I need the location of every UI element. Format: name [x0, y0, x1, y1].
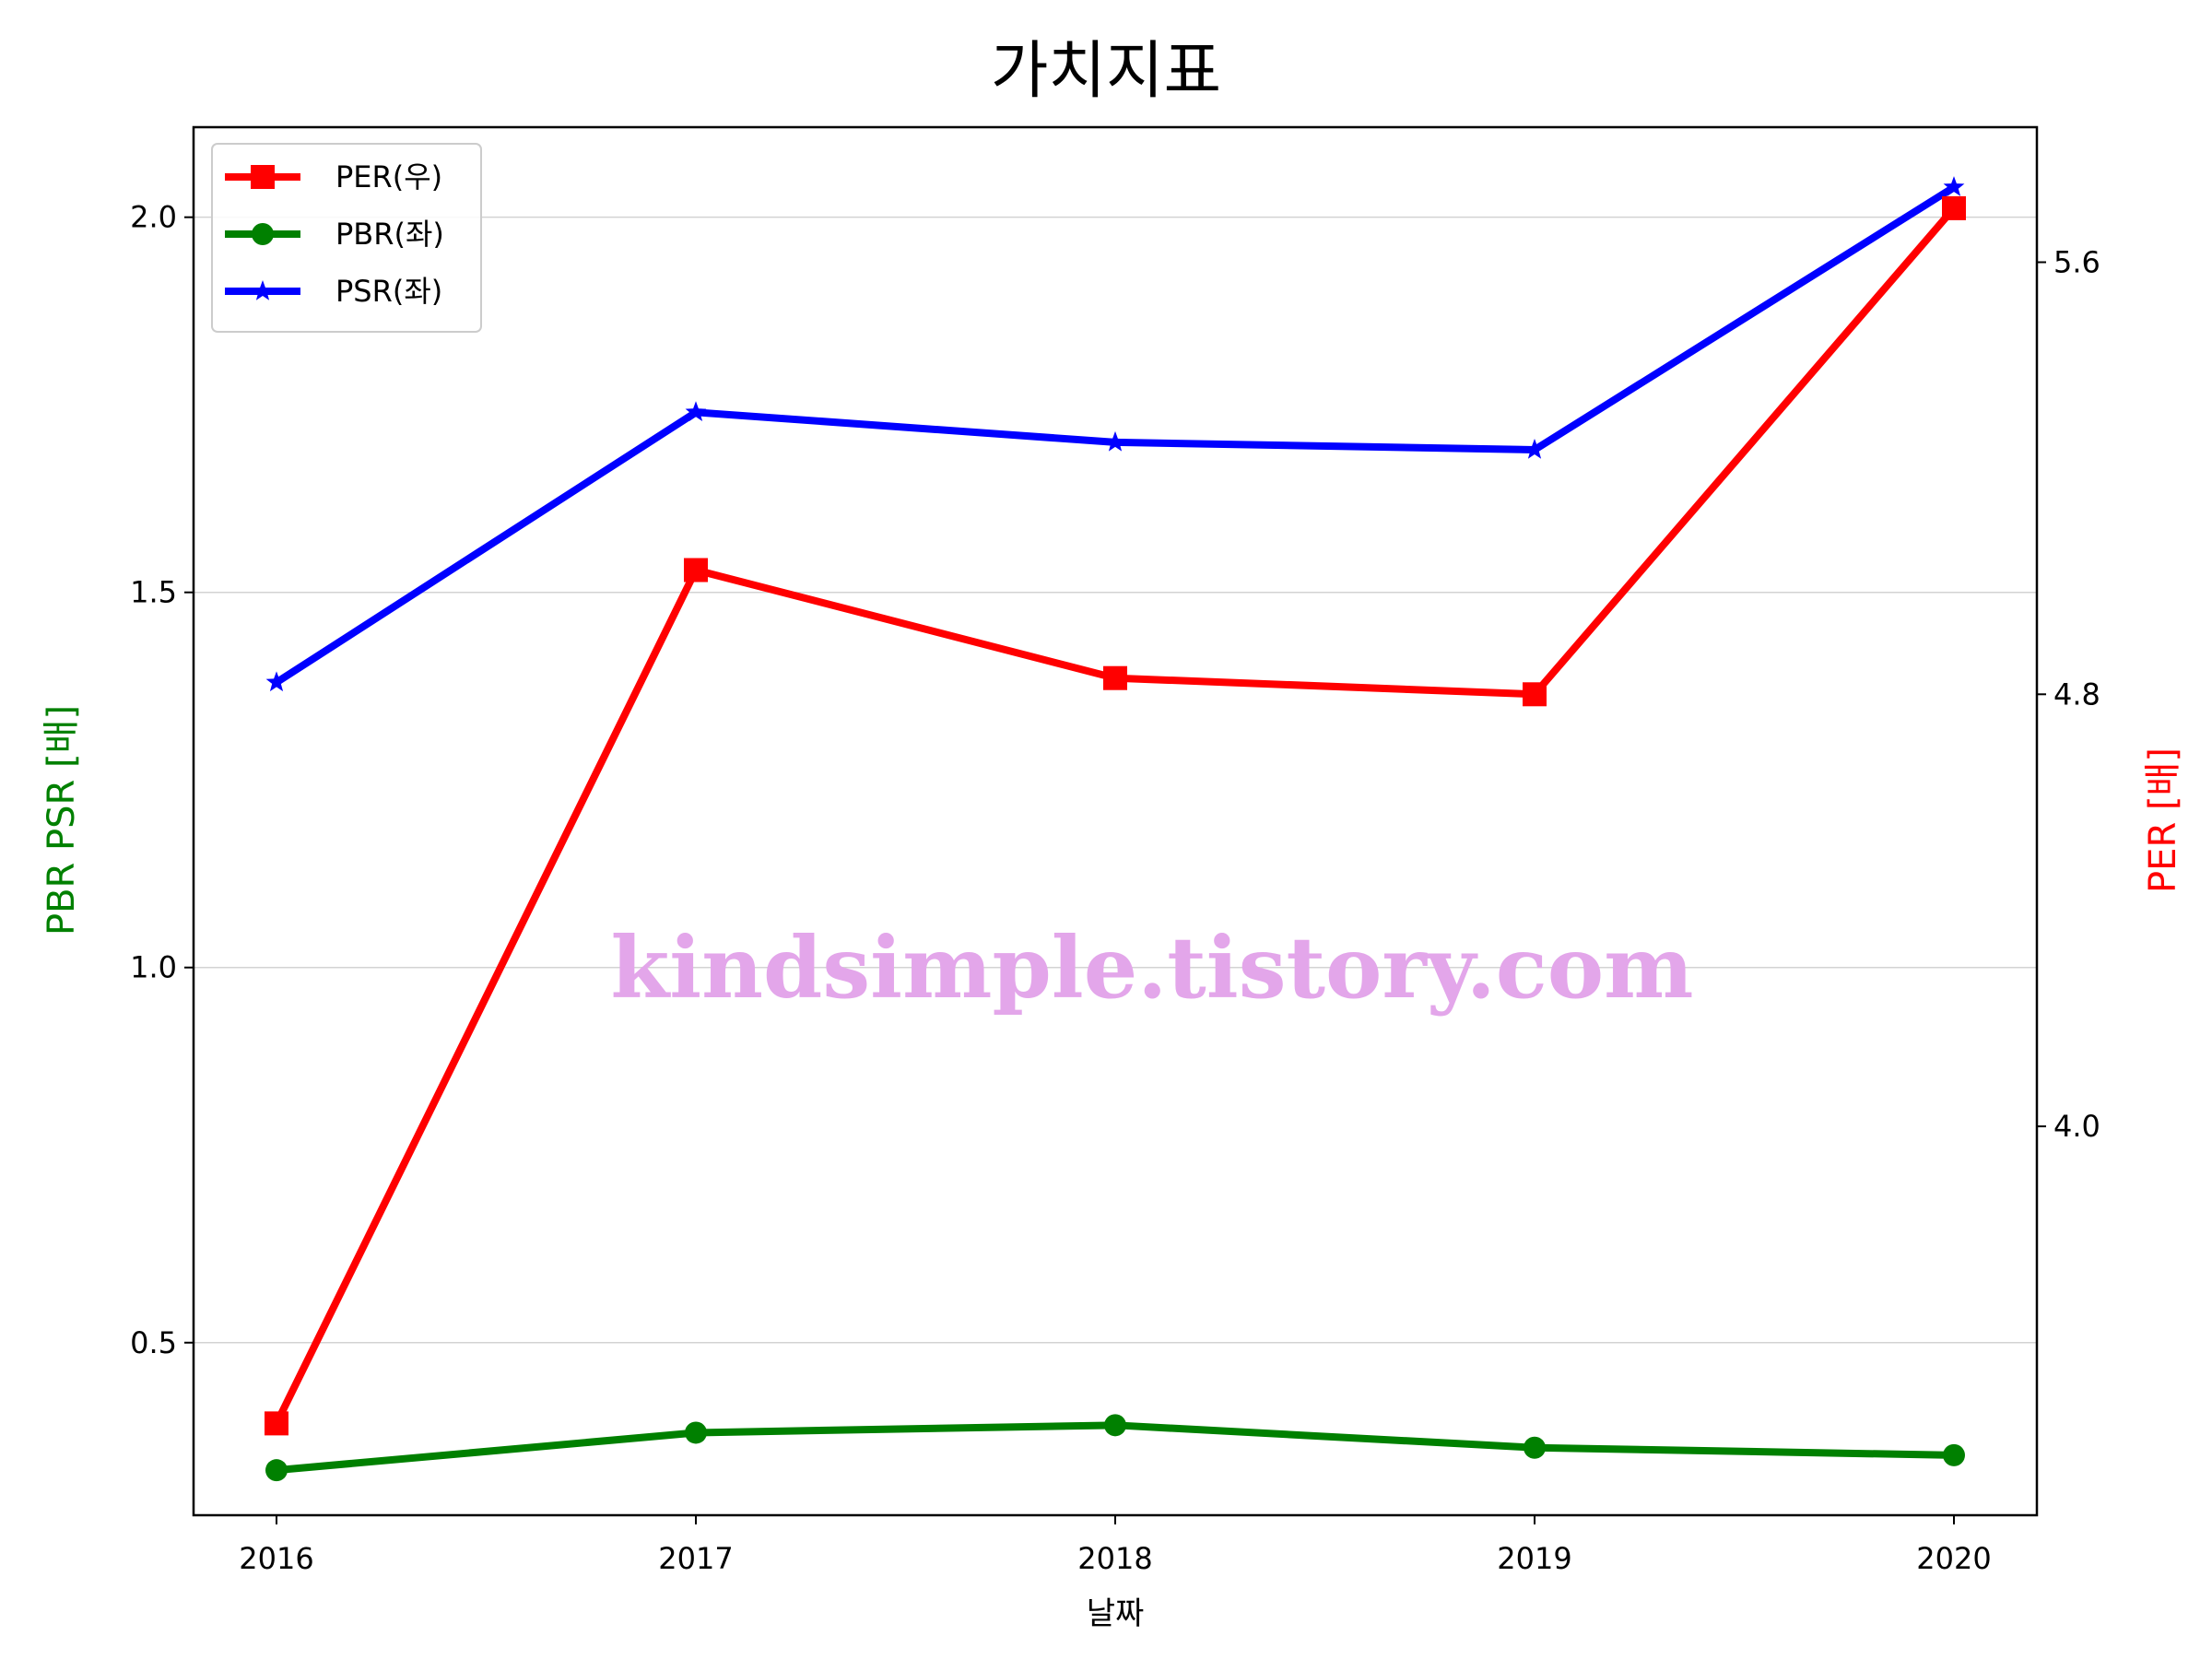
per-point — [1942, 195, 1966, 220]
per-point — [1523, 682, 1547, 707]
legend-marker-pbr — [252, 223, 274, 245]
watermark-text: kindsimple.tistory.com — [610, 918, 1693, 1018]
x-tick-label: 2018 — [1077, 1541, 1152, 1576]
psr-point — [1524, 439, 1546, 459]
psr-point — [265, 671, 288, 692]
psr-point — [1943, 176, 1965, 196]
per-line — [273, 204, 1958, 1428]
legend-marker-psr — [252, 280, 274, 300]
x-axis-ticks: 2016 2017 2018 2019 2020 — [239, 1515, 1992, 1576]
left-y-tick-label: 1.5 — [130, 575, 177, 610]
pbr-point — [1524, 1436, 1546, 1459]
plot-frame — [192, 125, 2039, 1517]
pbr-point — [265, 1459, 288, 1482]
right-y-tick-label: 5.6 — [2053, 244, 2100, 279]
left-y-tick-label: 2.0 — [130, 200, 177, 235]
right-y-axis-ticks: 4.0 4.8 5.6 — [2037, 244, 2100, 1144]
legend-label-per: PER(우) — [335, 159, 442, 194]
series-pbr — [265, 1414, 1965, 1482]
legend-marker-per — [251, 165, 275, 189]
x-tick-label: 2017 — [658, 1541, 733, 1576]
left-y-axis-label: PBR PSR [배] — [41, 705, 83, 935]
left-y-axis-ticks: 0.5 1.0 1.5 2.0 — [130, 200, 194, 1360]
psr-point — [685, 401, 707, 421]
chart-title: 가치지표 — [991, 35, 1221, 108]
pbr-point — [1943, 1443, 1965, 1466]
series-per — [265, 195, 1966, 1436]
per-point — [684, 558, 708, 582]
legend: PER(우) PBR(좌) PSR(좌) — [211, 143, 482, 333]
right-y-tick-label: 4.8 — [2053, 677, 2100, 712]
x-tick-label: 2019 — [1497, 1541, 1571, 1576]
x-tick-label: 2016 — [239, 1541, 313, 1576]
per-point — [265, 1411, 288, 1436]
x-axis-label: 날짜 — [1087, 1595, 1145, 1632]
left-y-tick-label: 0.5 — [130, 1325, 177, 1360]
right-y-tick-label: 4.0 — [2053, 1109, 2100, 1144]
x-tick-label: 2020 — [1916, 1541, 1991, 1576]
series-layer — [265, 176, 1966, 1482]
legend-label-psr: PSR(좌) — [335, 274, 442, 309]
right-y-axis-label: PER [배] — [2142, 747, 2184, 893]
grid-lines — [194, 216, 2037, 1344]
left-y-tick-label: 1.0 — [130, 950, 177, 985]
psr-point — [1104, 430, 1126, 452]
series-psr — [265, 176, 1965, 692]
legend-box — [211, 143, 482, 333]
pbr-point — [1104, 1414, 1126, 1437]
per-point — [1103, 665, 1127, 690]
legend-label-pbr: PBR(좌) — [335, 217, 444, 252]
pbr-point — [685, 1421, 707, 1444]
